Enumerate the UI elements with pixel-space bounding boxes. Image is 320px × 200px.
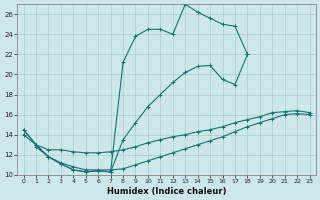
X-axis label: Humidex (Indice chaleur): Humidex (Indice chaleur) <box>107 187 226 196</box>
